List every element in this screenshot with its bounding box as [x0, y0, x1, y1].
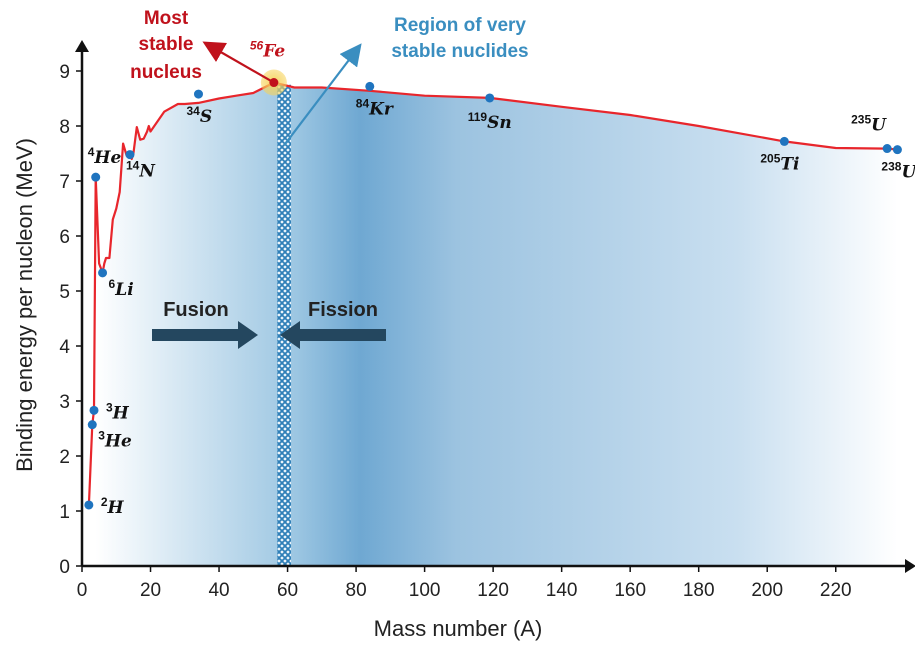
x-tick-label: 100 [409, 580, 441, 601]
most-stable-line1: Most [144, 8, 189, 29]
y-tick-label: 3 [59, 392, 70, 413]
nuclide-label-s34: 34S [186, 104, 212, 127]
x-tick-label: 0 [77, 580, 88, 601]
nuclide-label-n14: 14N [126, 159, 156, 182]
plot-background [95, 82, 898, 566]
nuclide-label-he4: 4He [88, 145, 122, 168]
most-stable-arrow [202, 41, 275, 84]
nuclide-point-kr84 [365, 81, 375, 91]
nuclide-point-s34 [193, 89, 203, 99]
fusion-fission-arrows [152, 321, 386, 349]
x-tick-label: 120 [477, 580, 509, 601]
y-tick-label: 9 [59, 62, 70, 83]
y-tick-label: 1 [59, 502, 70, 523]
y-tick-label: 0 [59, 557, 70, 578]
fusion-arrow [152, 321, 258, 349]
nuclide-label-he3: 3He [98, 429, 132, 452]
y-tick-label: 5 [59, 282, 70, 303]
x-tick-label: 140 [546, 580, 578, 601]
y-axis-title: Binding energy per nucleon (MeV) [12, 138, 37, 472]
x-tick-label: 220 [820, 580, 852, 601]
x-tick-labels: 0 20 40 60 80 100 120 140 160 180 200 220 [77, 580, 852, 601]
nuclide-point-h2 [84, 500, 94, 510]
y-tick-label: 7 [59, 172, 70, 193]
nuclide-label-kr84: 84Kr [356, 96, 394, 119]
nuclide-label-u235: 235U [851, 113, 887, 136]
y-tick-labels: 0 1 2 3 4 5 6 7 8 9 [59, 62, 70, 578]
most-stable-line2: stable [139, 34, 194, 55]
nuclide-point-n14 [125, 150, 135, 160]
nuclide-point-he3 [87, 420, 97, 430]
x-axis-title: Mass number (A) [374, 616, 543, 641]
y-tick-label: 8 [59, 117, 70, 138]
nuclide-point-he4 [91, 172, 101, 182]
x-tick-label: 40 [208, 580, 229, 601]
nuclide-labels: 2H 3He 3H 4He 6Li 14N 34S 56Fe 84Kr 119Sn 205Ti 235… [88, 39, 915, 518]
nuclide-label-h3: 3H [106, 400, 130, 423]
region-line1: Region of very [394, 15, 526, 36]
x-tick-label: 200 [751, 580, 783, 601]
nuclide-point-ti205 [779, 136, 789, 146]
curve-area-fill [95, 82, 898, 566]
region-line2: stable nuclides [391, 41, 528, 62]
axes [75, 40, 915, 573]
nuclide-points [84, 41, 902, 510]
nuclide-point-fe56 [269, 78, 279, 88]
nuclide-label-ti205: 205Ti [760, 151, 799, 174]
x-tick-label: 180 [683, 580, 715, 601]
y-tick-label: 2 [59, 447, 70, 468]
nuclide-label-sn119: 119Sn [468, 110, 512, 133]
stable-region-hatch [277, 84, 291, 566]
nuclide-label-fe56: 56Fe [250, 39, 285, 62]
fusion-label: Fusion [163, 299, 229, 321]
nuclide-point-sn119 [485, 93, 495, 103]
x-tick-label: 20 [140, 580, 161, 601]
nuclide-label-u238: 238U [881, 160, 915, 183]
y-tick-label: 6 [59, 227, 70, 248]
fission-arrow [280, 321, 386, 349]
x-axis-arrowhead [905, 559, 915, 573]
stable-region-arrow [283, 43, 362, 146]
x-tick-label: 60 [277, 580, 298, 601]
y-tick-label: 4 [59, 337, 70, 358]
nuclide-point-li6 [98, 268, 108, 278]
most-stable-line3: nucleus [130, 62, 202, 83]
nuclide-point-u238 [892, 145, 902, 155]
y-axis-arrowhead [75, 40, 89, 52]
stable-region-band [277, 84, 291, 566]
nuclide-label-li6: 6Li [109, 277, 134, 300]
x-tick-label: 80 [346, 580, 367, 601]
nuclide-label-h2: 2H [101, 495, 125, 518]
nuclide-point-h3 [89, 405, 99, 415]
x-tick-label: 160 [614, 580, 646, 601]
nuclide-point-u235 [882, 144, 892, 154]
fission-label: Fission [308, 299, 378, 321]
